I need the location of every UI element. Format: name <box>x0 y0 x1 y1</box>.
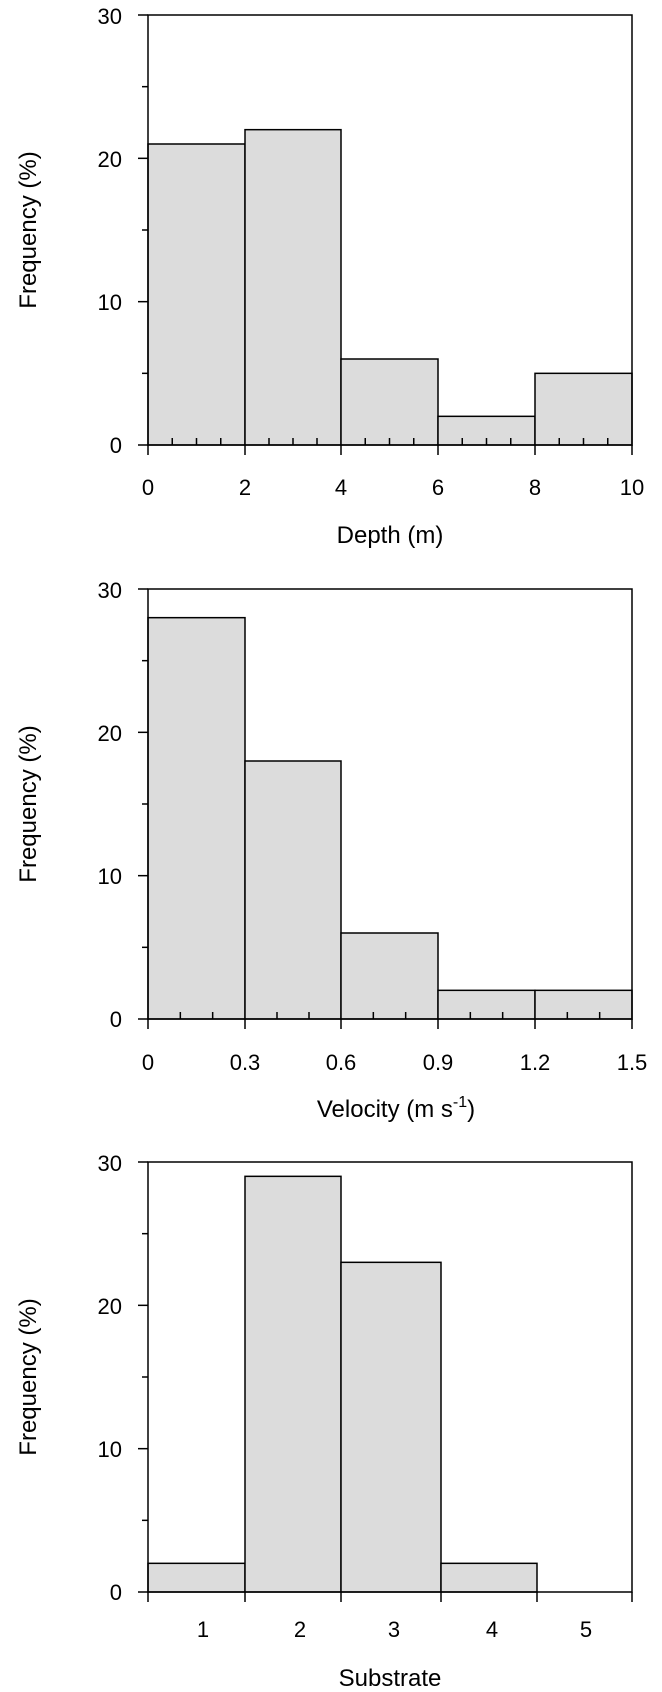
bar <box>440 1562 538 1593</box>
y-axis-title: Frequency (%) <box>15 151 42 308</box>
bar <box>534 372 633 446</box>
x-tick-label: 8 <box>529 475 541 500</box>
x-tick-label: 1.5 <box>617 1050 648 1075</box>
panel-substrate: 0 10 20 30 1 2 3 4 5 Substrate Frequency… <box>15 1151 633 1692</box>
bar <box>147 143 246 446</box>
bar <box>147 1562 246 1593</box>
bar <box>534 989 633 1020</box>
bar <box>244 1175 342 1593</box>
x-tick-label: 6 <box>432 475 444 500</box>
y-tick-label: 0 <box>110 1580 122 1605</box>
x-ticks <box>147 1012 633 1029</box>
panel-depth: 0 10 20 30 0 2 4 6 8 10 Depth (m) Freque… <box>15 4 644 549</box>
x-tick-label: 5 <box>580 1617 592 1642</box>
x-tick-label: 1 <box>197 1617 209 1642</box>
bar <box>244 128 342 446</box>
y-tick-label: 10 <box>98 864 122 889</box>
x-tick-label: 0.9 <box>423 1050 454 1075</box>
x-tick-label: 4 <box>335 475 347 500</box>
x-axis-title: Velocity (m s-1) <box>317 1094 475 1123</box>
x-tick-label: 10 <box>620 475 644 500</box>
y-tick-label: 10 <box>98 1437 122 1462</box>
x-tick-label: 0.3 <box>230 1050 261 1075</box>
x-axis-title: Depth (m) <box>337 522 444 549</box>
bars <box>147 1175 538 1593</box>
y-tick-label: 10 <box>98 290 122 315</box>
bar <box>244 760 342 1020</box>
y-axis-title: Frequency (%) <box>15 1298 42 1455</box>
bar <box>340 932 439 1020</box>
bars <box>147 128 633 446</box>
x-axis-title-suffix: ) <box>467 1096 475 1123</box>
y-tick-label: 30 <box>98 1151 122 1176</box>
y-tick-label: 20 <box>98 147 122 172</box>
y-ticks <box>138 1161 148 1593</box>
x-ticks <box>147 1592 633 1602</box>
y-tick-label: 20 <box>98 721 122 746</box>
bar <box>340 1261 442 1593</box>
panel-velocity: 0 10 20 30 0 0.3 0.6 0.9 1.2 1.5 Velocit… <box>15 578 647 1123</box>
x-tick-label: 2 <box>239 475 251 500</box>
y-ticks <box>138 14 148 446</box>
x-tick-label: 0 <box>142 1050 154 1075</box>
y-tick-label: 0 <box>110 1007 122 1032</box>
x-tick-label: 3 <box>388 1617 400 1642</box>
bar <box>147 616 246 1020</box>
bar <box>340 358 439 446</box>
x-ticks <box>147 438 633 455</box>
x-axis-title-main: Velocity (m s <box>317 1096 453 1123</box>
y-tick-label: 30 <box>98 578 122 603</box>
x-tick-label: 1.2 <box>520 1050 551 1075</box>
x-tick-label: 0.6 <box>326 1050 357 1075</box>
x-tick-label: 0 <box>142 475 154 500</box>
y-tick-label: 20 <box>98 1294 122 1319</box>
bars <box>147 616 633 1020</box>
y-tick-label: 30 <box>98 4 122 29</box>
bar <box>437 989 536 1020</box>
y-ticks <box>138 588 148 1020</box>
y-tick-label: 0 <box>110 433 122 458</box>
x-tick-label: 4 <box>486 1617 498 1642</box>
y-axis-title: Frequency (%) <box>15 725 42 882</box>
x-tick-label: 2 <box>294 1617 306 1642</box>
x-axis-title: Substrate <box>339 1665 442 1692</box>
x-axis-title-superscript: -1 <box>453 1094 467 1111</box>
